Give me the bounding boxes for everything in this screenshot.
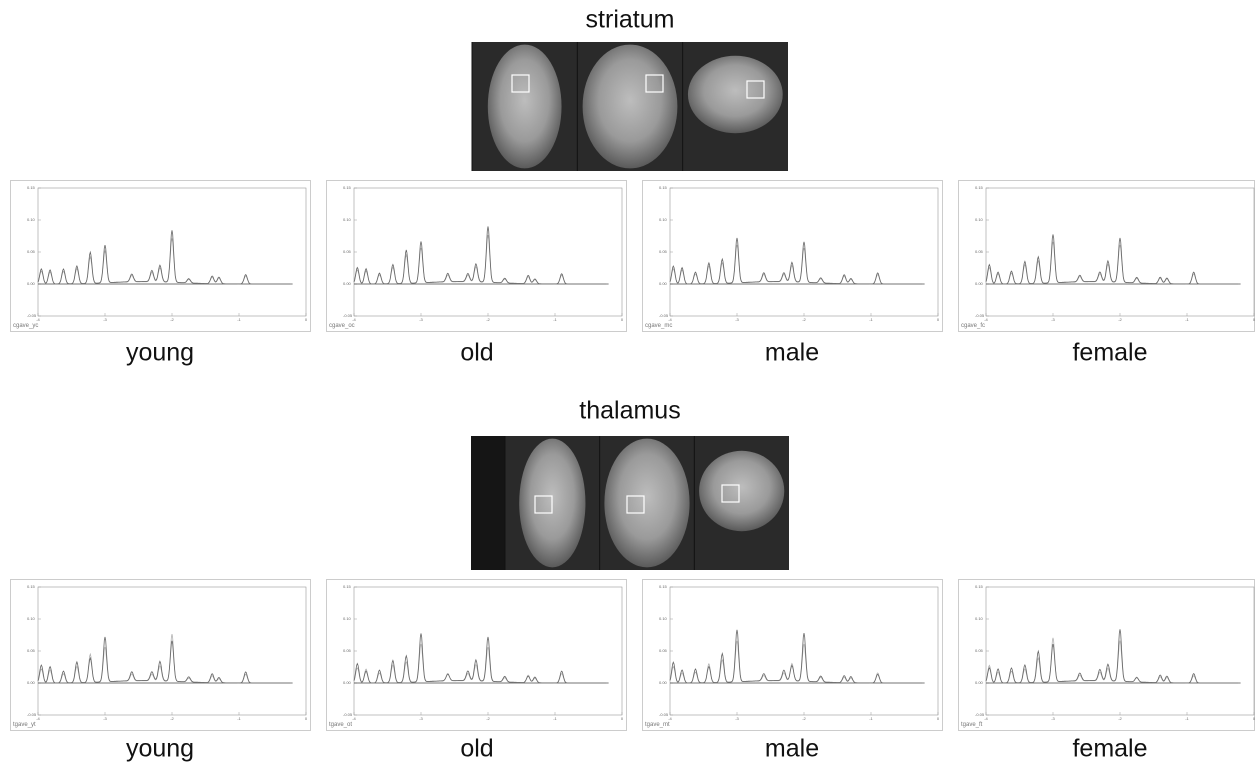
y-tick-label: 0.15 [659, 584, 668, 589]
y-tick-label: 0.05 [659, 249, 668, 254]
panel-label: cgave_oc [329, 323, 355, 329]
y-tick-label: 0.00 [975, 680, 984, 685]
y-tick-label: 0.05 [659, 648, 668, 653]
y-tick-label: 0.15 [975, 185, 984, 190]
y-tick-label: 0.00 [659, 281, 668, 286]
y-tick-label: 0.05 [975, 648, 984, 653]
panel-label: tgave_ot [329, 722, 352, 728]
section-title: thalamus [579, 397, 680, 425]
y-tick-label: 0.15 [975, 584, 984, 589]
panel-frame [327, 580, 627, 731]
panel-label: cgave_fc [961, 323, 985, 329]
y-tick-label: 0.10 [975, 616, 984, 621]
y-tick-label: 0.00 [343, 680, 352, 685]
mri-slice [699, 451, 784, 531]
section-title: striatum [586, 6, 675, 34]
y-tick-label: 0.05 [975, 249, 984, 254]
panel-label: tgave_yt [13, 722, 36, 728]
panel-frame [959, 181, 1255, 332]
panel-caption: female [1072, 339, 1147, 367]
panel-frame [11, 580, 311, 731]
mri-strip [471, 436, 505, 570]
panel-frame [959, 580, 1255, 731]
panel-caption: old [460, 339, 493, 367]
y-tick-label: 0.10 [659, 217, 668, 222]
y-tick-label: 0.15 [343, 584, 352, 589]
mri-slice [688, 56, 783, 133]
spectrum-panel: 0.150.100.050.00-0.05-4-3-2-10cgave_mc [643, 181, 943, 332]
y-tick-label: 0.05 [27, 648, 36, 653]
panel-frame [643, 580, 943, 731]
panel-label: tgave_mt [645, 722, 670, 728]
y-tick-label: 0.05 [343, 648, 352, 653]
y-tick-label: 0.10 [27, 616, 36, 621]
y-tick-label: 0.10 [27, 217, 36, 222]
y-tick-label: 0.00 [27, 281, 36, 286]
mri-slice [604, 439, 689, 568]
panel-caption: male [765, 735, 819, 762]
panel-frame [327, 181, 627, 332]
y-tick-label: 0.00 [975, 281, 984, 286]
panel-caption: male [765, 339, 819, 367]
y-tick-label: 0.10 [659, 616, 668, 621]
panel-frame [11, 181, 311, 332]
panel-label: tgave_ft [961, 722, 983, 728]
y-tick-label: 0.05 [343, 249, 352, 254]
panel-caption: old [460, 735, 493, 762]
panel-caption: young [126, 735, 194, 762]
spectrum-panel: 0.150.100.050.00-0.05-4-3-2-10tgave_ot [327, 580, 627, 731]
y-tick-label: 0.15 [27, 185, 36, 190]
panel-caption: female [1072, 735, 1147, 762]
y-tick-label: 0.15 [343, 185, 352, 190]
panel-caption: young [126, 339, 194, 367]
figure: striatum0.150.100.050.00-0.05-4-3-2-10cg… [0, 0, 1255, 762]
mri-slice [488, 45, 562, 169]
panel-label: cgave_yc [13, 323, 38, 329]
panel-frame [643, 181, 943, 332]
y-tick-label: 0.15 [27, 584, 36, 589]
y-tick-label: 0.05 [27, 249, 36, 254]
y-tick-label: 0.00 [659, 680, 668, 685]
y-tick-label: 0.00 [27, 680, 36, 685]
y-tick-label: 0.10 [343, 217, 352, 222]
y-tick-label: 0.00 [343, 281, 352, 286]
y-tick-label: 0.10 [343, 616, 352, 621]
y-tick-label: 0.10 [975, 217, 984, 222]
panel-label: cgave_mc [645, 323, 672, 329]
y-tick-label: 0.15 [659, 185, 668, 190]
mri-slice [583, 45, 678, 169]
